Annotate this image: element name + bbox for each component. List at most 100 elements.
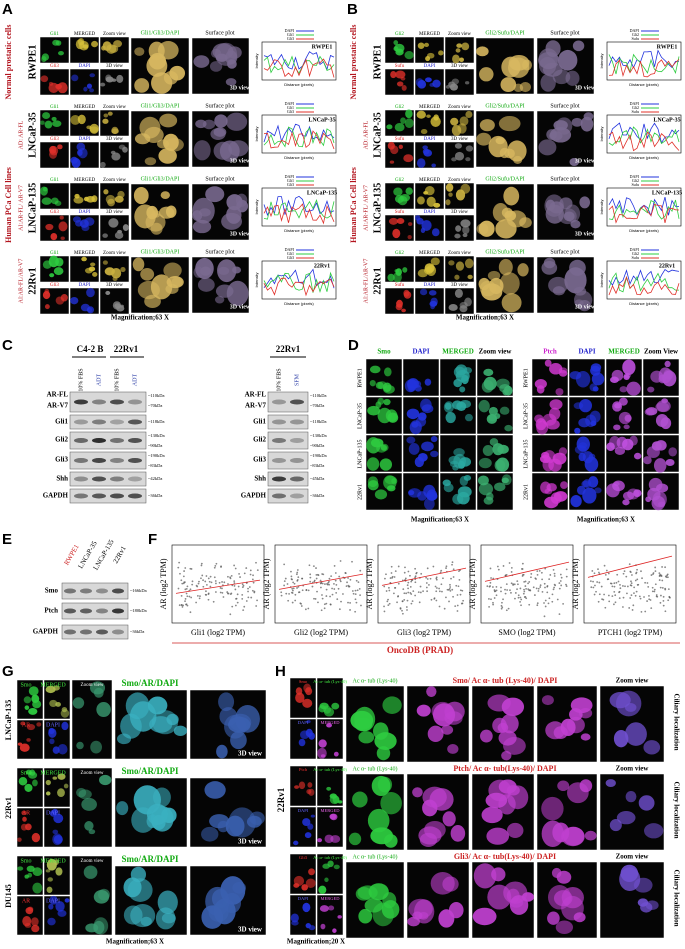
blot-band xyxy=(92,399,106,405)
cell-blob xyxy=(32,867,43,876)
cell-blob xyxy=(102,233,108,238)
scatter-dot xyxy=(591,570,594,572)
scatter-dot xyxy=(295,573,298,576)
cell-blob xyxy=(60,709,70,718)
scatter-dot xyxy=(456,594,459,596)
scatter-dot xyxy=(653,588,656,591)
scatter-dot xyxy=(352,592,355,595)
blot-strip xyxy=(61,582,129,600)
scatter-dot xyxy=(301,589,304,592)
scatter-dot xyxy=(547,602,550,605)
cell-blob xyxy=(173,725,187,737)
cell-blob xyxy=(327,905,335,911)
blot-band xyxy=(74,476,88,482)
cell-blob xyxy=(455,364,468,376)
scatter-dot xyxy=(401,600,404,603)
tile-label: Ac α- tub (Lys-40) xyxy=(313,767,347,772)
cell-blob xyxy=(329,813,337,820)
scatter-dot xyxy=(236,601,239,604)
cell-blob xyxy=(55,257,64,267)
cell-blob xyxy=(579,779,593,793)
cell-blob xyxy=(108,218,119,228)
scatter-dot xyxy=(410,602,413,605)
tile-label: DAPI xyxy=(46,810,60,816)
cell-blob xyxy=(569,259,586,276)
cell-blob xyxy=(582,487,597,504)
cell-blob xyxy=(302,902,311,913)
cell-blob xyxy=(83,865,98,879)
scatter-dot xyxy=(388,602,391,605)
protein-label: Ptch xyxy=(44,607,58,615)
scatter-dot xyxy=(243,605,246,608)
scatter-dot xyxy=(523,588,525,591)
scatter-dot xyxy=(338,575,341,578)
cell-blob xyxy=(614,446,626,455)
cell-blob xyxy=(478,220,495,237)
cell-blob xyxy=(481,806,503,824)
blot-band xyxy=(112,608,124,614)
cell-blob xyxy=(396,81,404,87)
scatter-dot xyxy=(339,580,342,583)
view-label: 3D view xyxy=(230,85,251,91)
profile-line xyxy=(263,199,335,220)
cell-blob xyxy=(294,785,300,789)
scatter-dot xyxy=(185,603,188,606)
tile-label: MERGED xyxy=(321,720,341,725)
scatter-dot xyxy=(543,615,546,618)
cell-blob xyxy=(573,290,593,310)
scatter-dot xyxy=(251,589,254,592)
subtype-label: AI:AR-FL/AR-V7 xyxy=(18,259,24,304)
cell-blob xyxy=(79,219,89,228)
scatter-dot xyxy=(425,582,428,584)
cell-blob xyxy=(450,117,459,126)
scatter-dot xyxy=(654,570,657,573)
surface-label: Surface plot xyxy=(205,29,234,36)
scatter-dot xyxy=(448,600,450,603)
scatter-dot xyxy=(611,585,614,588)
scatter-dot xyxy=(441,590,443,593)
tile-label: 3D view xyxy=(451,137,468,142)
cell-blob xyxy=(643,456,652,465)
tile-label: DAPI xyxy=(46,898,60,904)
scatter-dot xyxy=(655,594,658,596)
cell-blob xyxy=(426,196,436,207)
cell-blob xyxy=(48,82,59,93)
scatter-dot xyxy=(329,603,332,606)
cell-blob xyxy=(504,424,513,432)
tile-label: Gli1 xyxy=(50,178,59,183)
scatter-dot xyxy=(347,584,350,587)
scatter-dot xyxy=(234,604,237,607)
scatter-dot xyxy=(565,583,567,586)
cell-blob xyxy=(623,491,635,501)
scatter-dot xyxy=(180,594,183,597)
plot-title: RWPE1 xyxy=(312,44,333,50)
tile-label: Ac α- tub (Lys-40) xyxy=(313,679,347,684)
blot-strip xyxy=(61,624,129,640)
scatter-dot xyxy=(337,587,340,590)
cell-blob xyxy=(387,273,395,282)
cell-blob xyxy=(293,840,299,846)
scatter-dot xyxy=(319,582,322,585)
tile-label: 3D view xyxy=(106,64,123,69)
scatter-dot xyxy=(409,585,412,588)
profile-line xyxy=(608,199,680,220)
blot-band xyxy=(92,476,106,482)
scatter-dot xyxy=(504,574,507,577)
cell-blob xyxy=(193,140,211,161)
tile-label: Ac α- tub (Lys-40) xyxy=(353,853,398,860)
surface-label: Surface plot xyxy=(550,102,579,109)
protein-label: AR-V7 xyxy=(47,402,68,410)
blot-strip xyxy=(69,414,147,430)
cell-label: LNCaP-135 xyxy=(523,440,529,469)
blot-band xyxy=(110,493,124,499)
legend-label: Gli1 xyxy=(287,32,294,37)
profile-line xyxy=(608,272,679,293)
scatter-dot xyxy=(200,562,203,565)
tile-label: Sufu xyxy=(395,283,405,288)
scatter-dot xyxy=(215,562,218,565)
cell-blob xyxy=(431,163,436,168)
scatter-dot xyxy=(357,581,360,584)
scatter-dot xyxy=(204,580,207,583)
size-label: ~36kDa xyxy=(130,629,144,634)
cell-blob xyxy=(369,365,381,374)
